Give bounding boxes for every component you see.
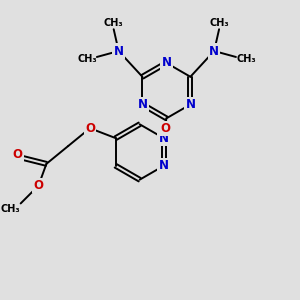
Text: N: N bbox=[185, 98, 195, 111]
Text: CH₃: CH₃ bbox=[1, 204, 21, 214]
Text: N: N bbox=[137, 98, 147, 111]
Text: O: O bbox=[160, 122, 170, 135]
Text: O: O bbox=[85, 122, 95, 135]
Text: N: N bbox=[209, 44, 219, 58]
Text: O: O bbox=[13, 148, 23, 161]
Text: N: N bbox=[159, 159, 169, 172]
Text: N: N bbox=[114, 44, 124, 58]
Text: N: N bbox=[159, 132, 169, 145]
Text: CH₃: CH₃ bbox=[104, 18, 124, 28]
Text: O: O bbox=[34, 179, 44, 192]
Text: N: N bbox=[161, 56, 171, 69]
Text: CH₃: CH₃ bbox=[209, 18, 229, 28]
Text: CH₃: CH₃ bbox=[236, 54, 256, 64]
Text: CH₃: CH₃ bbox=[77, 54, 97, 64]
